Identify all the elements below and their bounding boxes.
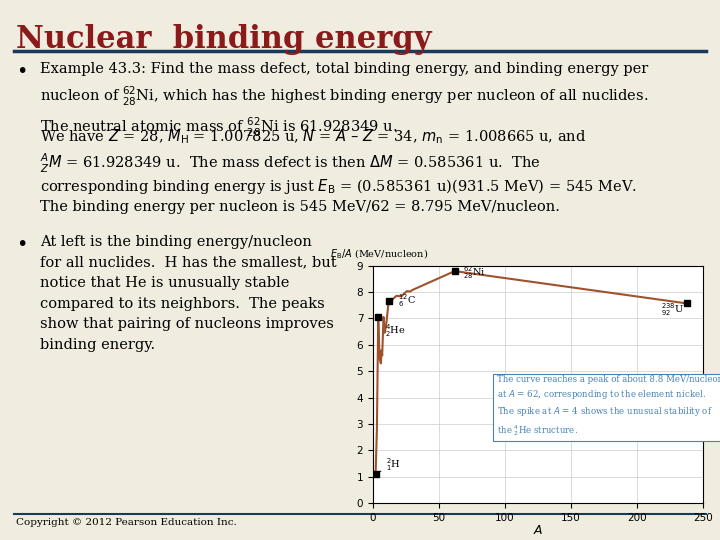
Text: $^{12}_{6}$C: $^{12}_{6}$C: [392, 292, 416, 309]
Text: The curve reaches a peak of about 8.8 MeV/nucleon
at $A$ = 62, corresponding to : The curve reaches a peak of about 8.8 Me…: [497, 375, 720, 437]
Text: $^{4}_{2}$He: $^{4}_{2}$He: [378, 316, 405, 339]
Text: $^{238}_{92}$U: $^{238}_{92}$U: [660, 301, 687, 318]
Text: $^{62}_{28}$Ni: $^{62}_{28}$Ni: [455, 265, 485, 281]
Text: We have $Z$ = 28, $M_{\rm H}$ = 1.007825 u, $N$ = $A$ – $Z$ = 34, $m_{\rm n}$ = : We have $Z$ = 28, $M_{\rm H}$ = 1.007825…: [40, 127, 586, 146]
Text: •: •: [16, 235, 27, 254]
Text: Copyright © 2012 Pearson Education Inc.: Copyright © 2012 Pearson Education Inc.: [16, 518, 237, 528]
Text: Nuclear  binding energy: Nuclear binding energy: [16, 24, 431, 55]
Text: The binding energy per nucleon is 545 MeV/62 = 8.795 MeV/nucleon.: The binding energy per nucleon is 545 Me…: [40, 200, 559, 214]
Text: Example 43.3: Find the mass defect, total binding energy, and binding energy per: Example 43.3: Find the mass defect, tota…: [40, 62, 648, 139]
Text: At left is the binding energy/nucleon
for all nuclides.  H has the smallest, but: At left is the binding energy/nucleon fo…: [40, 235, 336, 352]
X-axis label: $A$: $A$: [533, 524, 543, 537]
Text: $E_{\rm B}/A$ (MeV/nucleon): $E_{\rm B}/A$ (MeV/nucleon): [330, 247, 428, 261]
Text: $^{A}_{Z}M$ = 61.928349 u.  The mass defect is then $\Delta M$ = 0.585361 u.  Th: $^{A}_{Z}M$ = 61.928349 u. The mass defe…: [40, 152, 540, 176]
Text: corresponding binding energy is just $E_{\rm B}$ = (0.585361 u)(931.5 MeV) = 545: corresponding binding energy is just $E_…: [40, 177, 636, 196]
Text: $^{2}_{1}$H: $^{2}_{1}$H: [378, 456, 401, 472]
Text: •: •: [16, 62, 27, 81]
